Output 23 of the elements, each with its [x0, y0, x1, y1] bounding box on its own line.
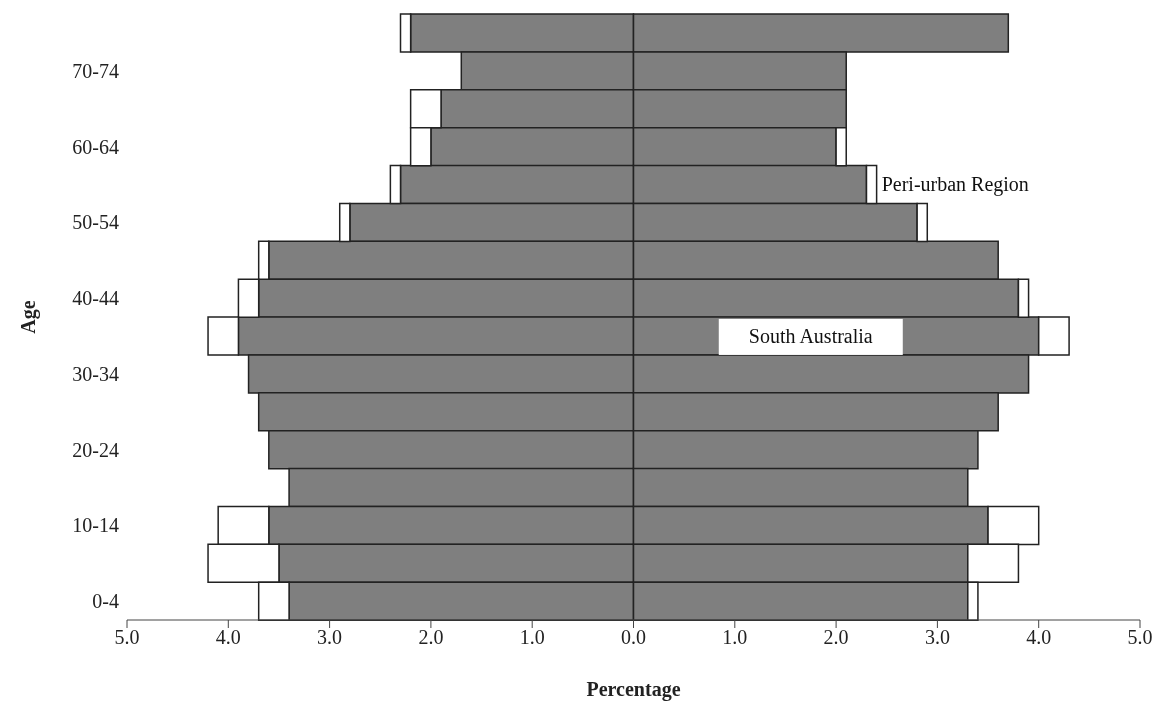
- x-axis-title: Percentage: [586, 678, 681, 702]
- y-tick-label: 30-34: [72, 362, 119, 385]
- y-tick-label: 0-4: [92, 590, 119, 613]
- x-tick-label: 4.0: [215, 626, 241, 649]
- x-tick-label: 2.0: [823, 626, 849, 649]
- y-tick-label: 60-64: [72, 135, 119, 158]
- x-tick-label: 3.0: [317, 626, 343, 649]
- x-tick-label: 5.0: [114, 626, 140, 649]
- x-tick-label: 5.0: [1127, 626, 1153, 649]
- x-tick-label: 2.0: [418, 626, 444, 649]
- x-tick-label: 3.0: [924, 626, 950, 649]
- x-tick-label: 4.0: [1026, 626, 1052, 649]
- y-tick-label: 20-24: [72, 438, 119, 461]
- x-tick-label: 0.0: [621, 626, 646, 649]
- x-tick-label: 1.0: [519, 626, 545, 649]
- y-tick-label: 10-14: [72, 514, 119, 537]
- y-tick-label: 40-44: [72, 287, 119, 310]
- y-tick-label: 70-74: [72, 59, 119, 82]
- y-axis-title: Age: [17, 300, 41, 334]
- y-tick-label: 50-54: [72, 211, 119, 234]
- x-tick-label: 1.0: [722, 626, 748, 649]
- annotation: Peri-urban Region: [881, 173, 1029, 197]
- annotation: South Australia: [748, 324, 873, 347]
